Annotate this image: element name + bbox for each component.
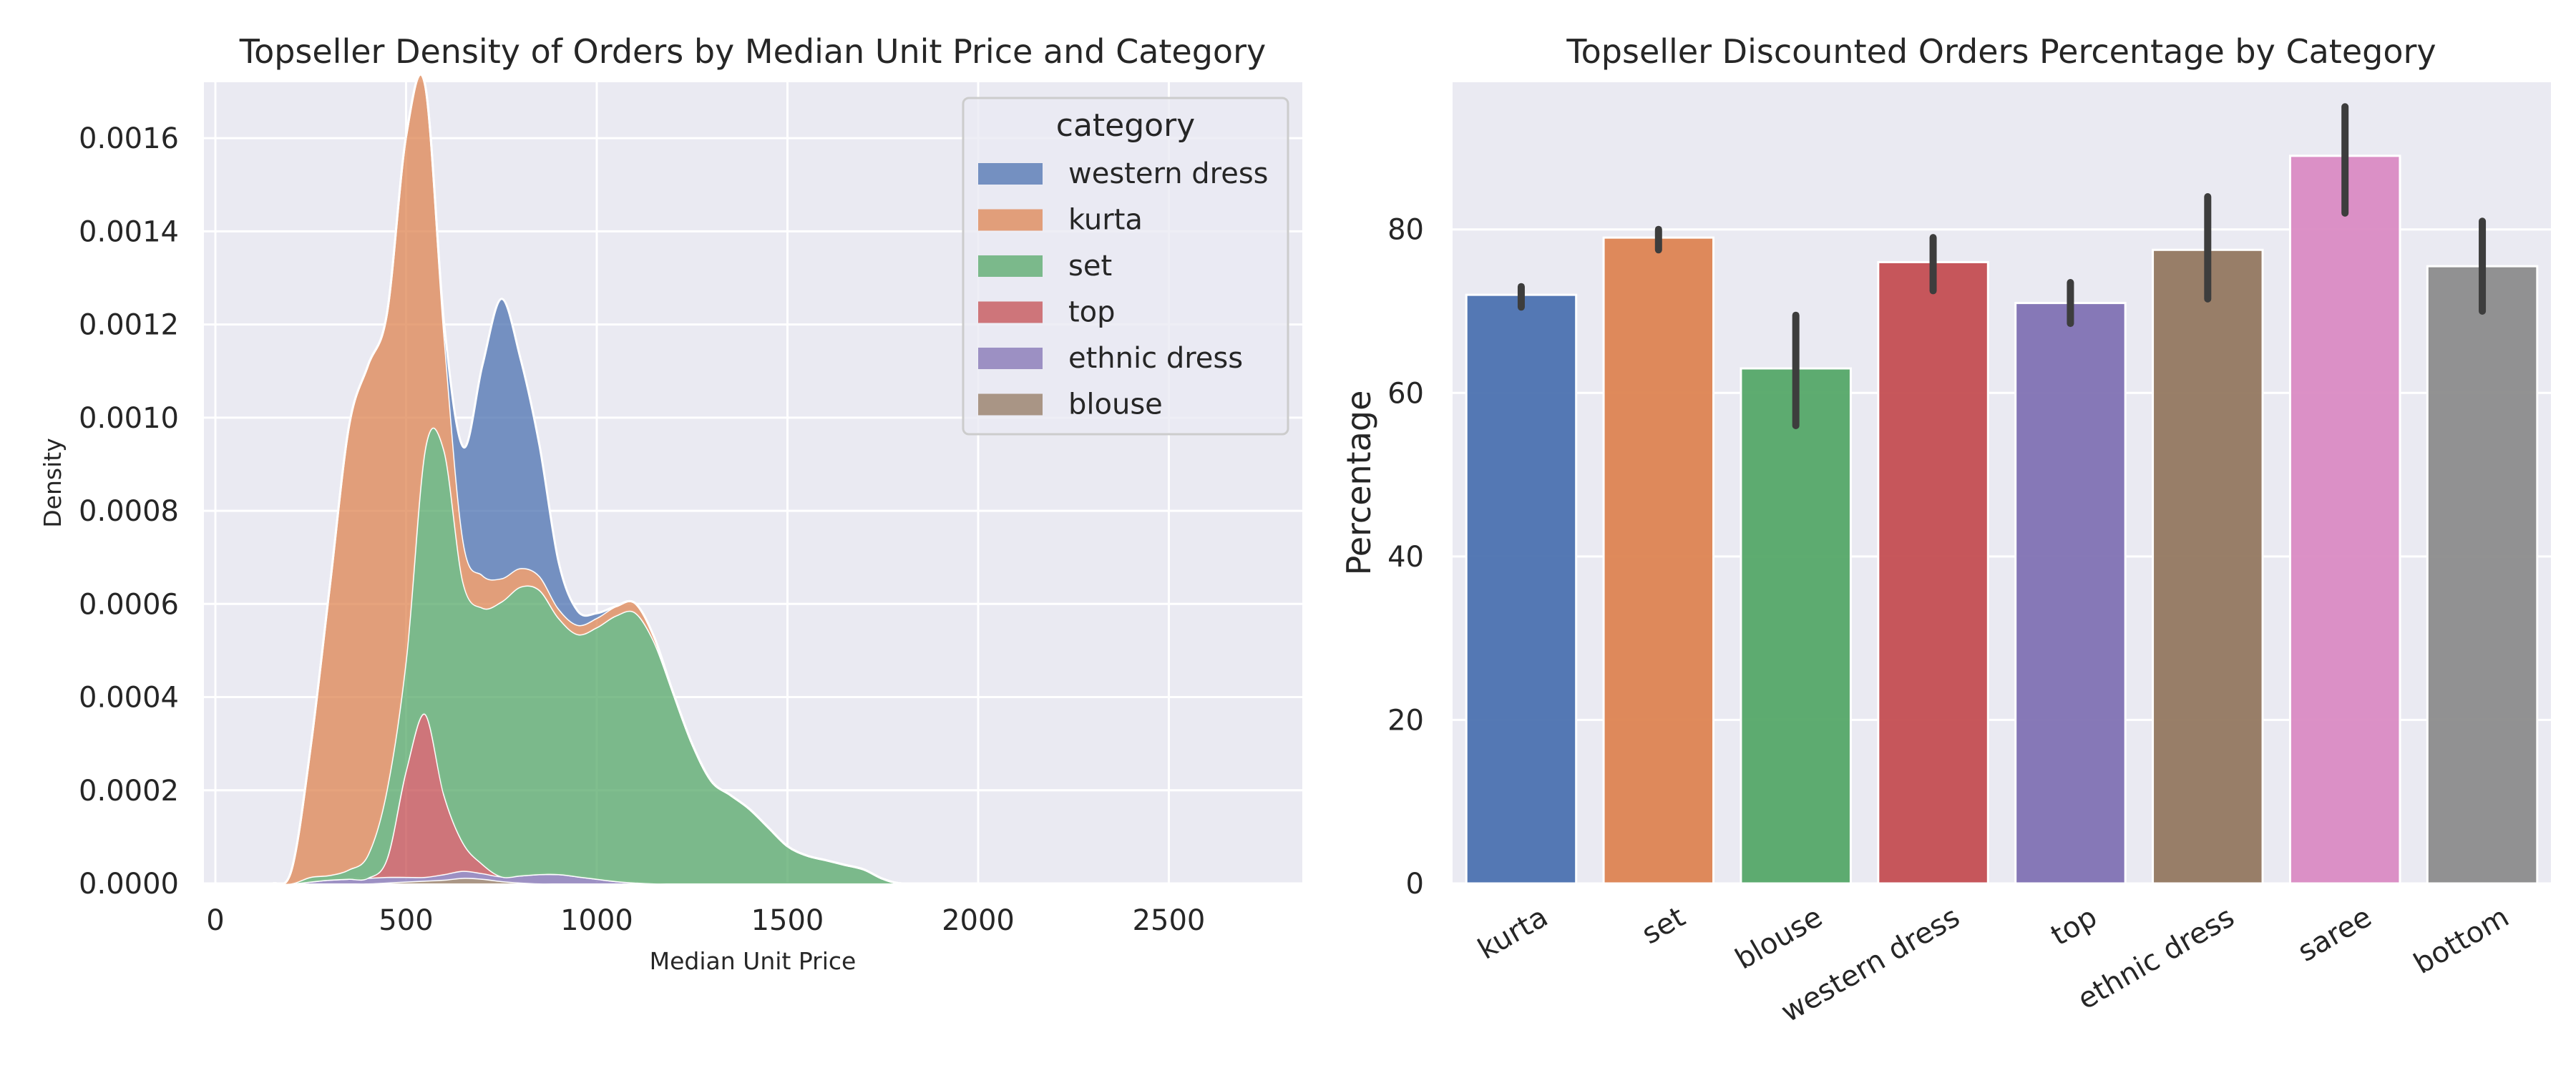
bar-blouse	[1740, 367, 1852, 885]
legend-frame	[962, 97, 1289, 436]
legend-label-western-dress: western dress	[1068, 157, 1269, 190]
density-y-tick-label: 0.0014	[79, 215, 179, 248]
density-areas	[215, 72, 1284, 886]
legend-items: western dress kurta set top ethnic dress blou…	[978, 157, 1269, 421]
density-x-tick-label: 0	[206, 904, 224, 937]
density-x-tick-label: 500	[379, 904, 433, 937]
density-y-ticks: 0.0000 0.0002 0.0004 0.0006 0.0008 0.0010 0.00…	[79, 122, 179, 901]
density-x-axis-label: Median Unit Price	[650, 947, 857, 975]
bar-x-tick-label: set	[1636, 901, 1691, 951]
bar-y-tick-label: 20	[1387, 704, 1424, 737]
density-area-set	[215, 427, 1284, 884]
legend-swatch-set	[978, 255, 1043, 277]
legend-label-kurta: kurta	[1068, 204, 1143, 237]
density-y-tick-label: 0.0010	[79, 402, 179, 435]
bar-ethnic-dress	[2152, 248, 2264, 885]
legend-label-set: set	[1068, 250, 1112, 283]
legend-label-blouse: blouse	[1068, 388, 1163, 421]
bar-x-tick-label: bottom	[2409, 901, 2514, 981]
density-x-tick-label: 1000	[560, 904, 633, 937]
bar-bottom	[2426, 265, 2539, 885]
density-area-top	[215, 713, 1284, 884]
bar-error-bars	[1517, 103, 2487, 429]
bar-x-tick-label: ethnic dress	[2072, 901, 2240, 1016]
bar-x-tick-label: blouse	[1730, 901, 1828, 976]
density-x-tick-label: 2500	[1133, 904, 1206, 937]
legend-label-top: top	[1068, 296, 1116, 329]
density-x-tick-label: 1500	[751, 904, 824, 937]
bar-y-tick-label: 60	[1387, 377, 1424, 410]
density-x-tick-label: 2000	[942, 904, 1015, 937]
density-y-tick-label: 0.0000	[79, 868, 179, 901]
legend-swatch-top	[978, 301, 1043, 323]
bar-top	[2014, 302, 2127, 885]
legend-swatch-kurta	[978, 209, 1043, 231]
density-y-tick-label: 0.0004	[79, 682, 179, 715]
density-y-axis-label: Density	[39, 438, 67, 527]
legend-swatch-western-dress	[978, 163, 1043, 185]
bar-title: Topseller Discounted Orders Percentage b…	[1566, 32, 2436, 71]
bar-western-dress	[1877, 260, 1989, 885]
density-title: Topseller Density of Orders by Median Un…	[239, 32, 1266, 71]
density-edge-western-dress	[215, 73, 1284, 886]
bar-y-tick-label: 40	[1387, 541, 1424, 574]
legend-swatch-blouse	[978, 393, 1043, 416]
bar-x-tick-label: saree	[2293, 901, 2377, 969]
legend-label-ethnic-dress: ethnic dress	[1068, 342, 1243, 375]
bar-series	[1465, 155, 2539, 885]
bar-y-ticks: 0 20 40 60 80	[1387, 214, 1424, 901]
density-legend: category western dress kurta set top ethnic …	[962, 97, 1289, 436]
density-y-tick-label: 0.0012	[79, 309, 179, 342]
density-y-tick-label: 0.0008	[79, 495, 179, 528]
density-y-tick-label: 0.0016	[79, 122, 179, 155]
bar-y-axis-label: Percentage	[1340, 391, 1378, 576]
density-chart: 0 500 1000 1500 2000 2500 0.00000.00020.00040…	[39, 32, 1302, 975]
density-y-tick-label: 0.0002	[79, 775, 179, 808]
bar-y-tick-label: 0	[1406, 868, 1424, 901]
density-y-tick-label: 0.0006	[79, 588, 179, 621]
density-x-ticks: 0 500 1000 1500 2000 2500	[206, 904, 1205, 937]
bar-saree	[2288, 155, 2401, 885]
bar-x-tick-label: kurta	[1473, 901, 1553, 966]
bar-x-tick-label: top	[2046, 901, 2103, 953]
bar-set	[1602, 236, 1715, 885]
legend-swatch-ethnic-dress	[978, 348, 1043, 369]
bar-kurta	[1465, 293, 1578, 885]
density-area-kurta	[215, 74, 1284, 885]
legend-title: category	[1056, 107, 1195, 144]
bar-y-tick-label: 80	[1387, 214, 1424, 247]
